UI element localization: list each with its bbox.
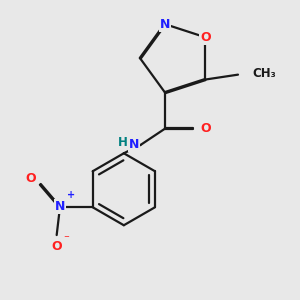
Text: O: O — [26, 172, 37, 185]
Text: +: + — [67, 190, 75, 200]
Text: H: H — [118, 136, 128, 149]
Text: CH₃: CH₃ — [253, 67, 277, 80]
Text: O: O — [200, 31, 211, 44]
Text: N: N — [160, 18, 170, 31]
Text: N: N — [128, 139, 139, 152]
Text: O: O — [51, 240, 62, 253]
Text: ⁻: ⁻ — [63, 234, 69, 244]
Text: O: O — [200, 122, 211, 135]
Text: N: N — [55, 200, 65, 213]
